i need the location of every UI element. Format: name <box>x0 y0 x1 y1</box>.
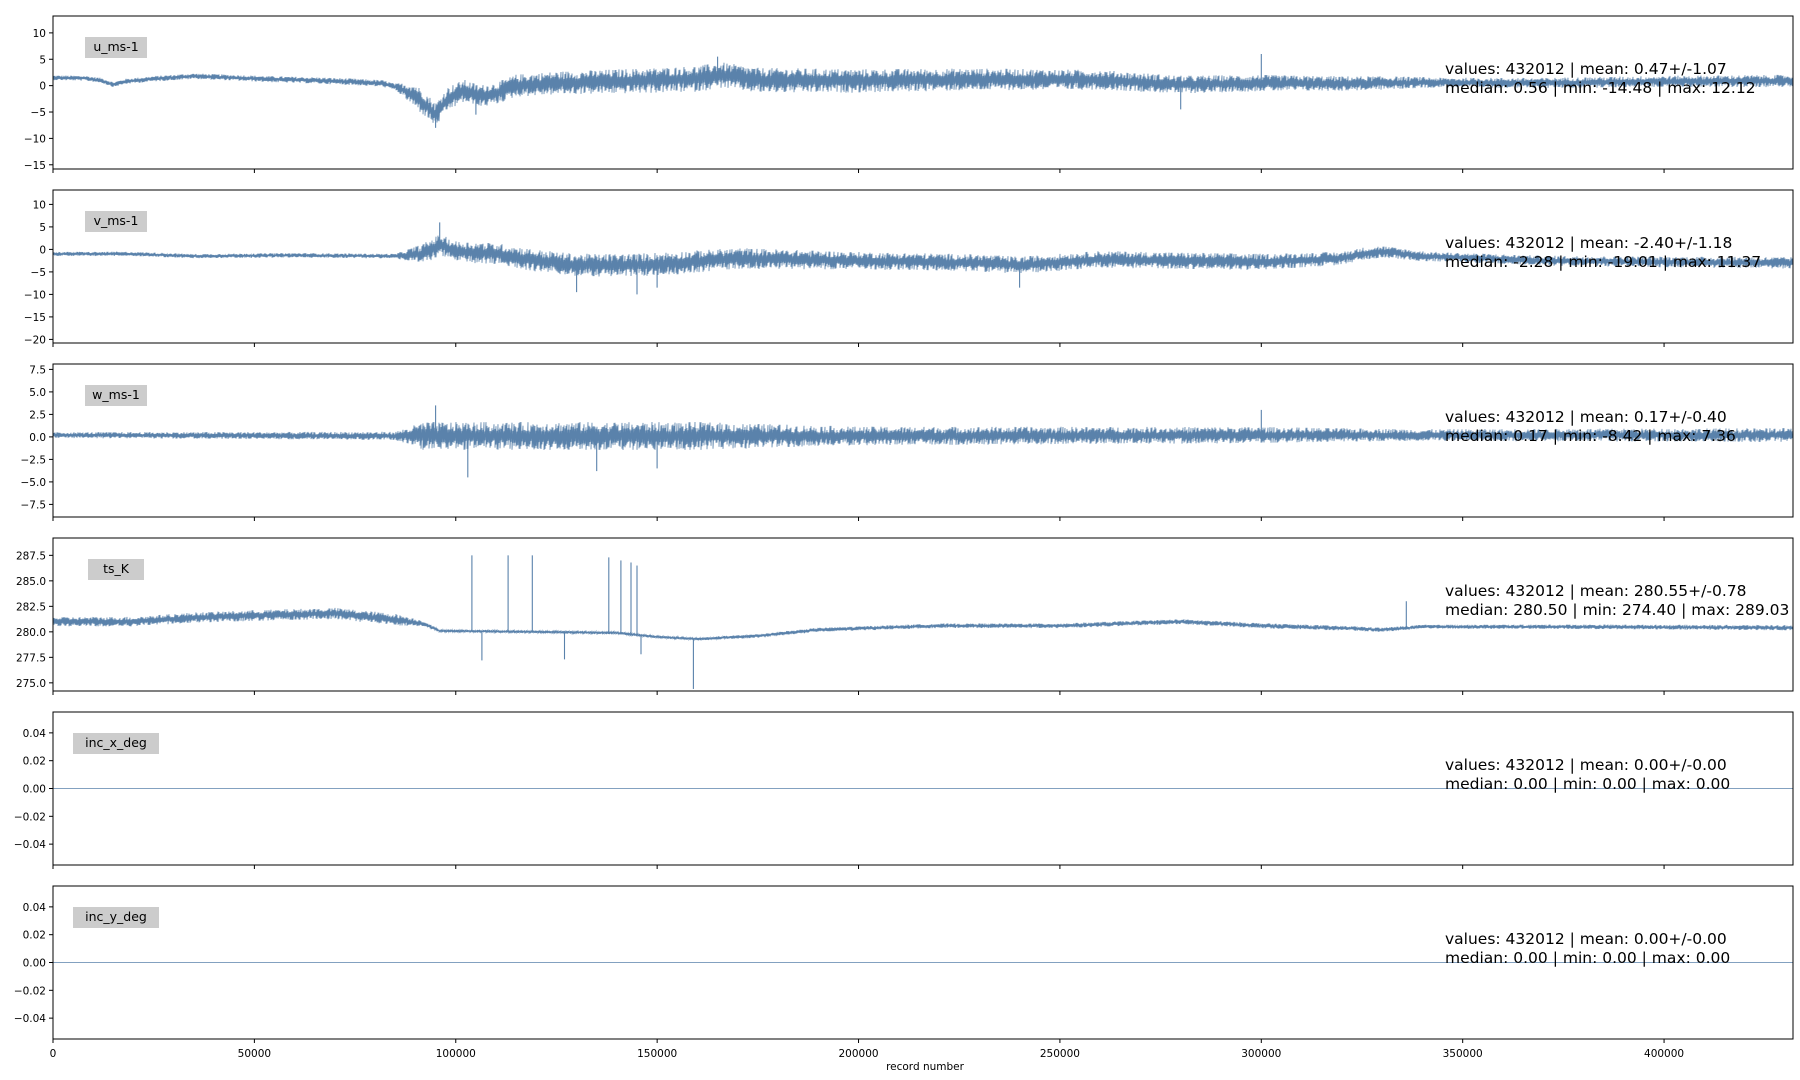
y-tick-label: 10 <box>33 28 46 40</box>
stats-line-2: median: 0.17 | min: -8.42 | max: 7.36 <box>1445 427 1736 445</box>
y-tick-label: −15 <box>24 160 46 172</box>
y-tick-label: 277.5 <box>16 652 46 664</box>
series-line <box>53 235 1793 277</box>
stats-line-2: median: 0.00 | min: 0.00 | max: 0.00 <box>1445 949 1730 967</box>
series-line <box>53 421 1793 451</box>
y-tick-label: 0.04 <box>23 728 47 740</box>
series-line <box>53 607 1793 642</box>
panel-frame <box>52 363 1794 518</box>
stats-line-2: median: -2.28 | min: -19.01 | max: 11.37 <box>1445 253 1761 271</box>
x-tick-label: 200000 <box>838 1048 878 1060</box>
x-tick-label: 150000 <box>637 1048 677 1060</box>
series-line <box>53 62 1793 123</box>
panel-u-ms-1: 10 5 0 −5 −10 −15 u_ms-1 values: 432012 | mean:… <box>24 15 1794 173</box>
panel-name-box <box>88 559 144 580</box>
y-tick-label: −5 <box>31 267 46 279</box>
panel-name-box <box>73 907 159 928</box>
y-tick-label: 280.0 <box>16 627 46 639</box>
x-tick-label: 300000 <box>1241 1048 1281 1060</box>
x-axis: 0 50000 100000 150000 200000 250000 300000 3500… <box>50 1048 1684 1060</box>
y-tick-label: −0.04 <box>14 1013 46 1025</box>
stats-line-1: values: 432012 | mean: 0.17+/-0.40 <box>1445 408 1727 426</box>
y-tick-label: −20 <box>24 334 46 346</box>
stats-line-2: median: 280.50 | min: 274.40 | max: 289.… <box>1445 601 1789 619</box>
panel-name-text: inc_y_deg <box>85 909 147 924</box>
stats-line-1: values: 432012 | mean: 280.55+/-0.78 <box>1445 582 1746 600</box>
panel-frame <box>52 189 1794 344</box>
stats-line-1: values: 432012 | mean: -2.40+/-1.18 <box>1445 234 1732 252</box>
y-tick-label: −10 <box>24 289 46 301</box>
y-tick-label: 275.0 <box>16 678 46 690</box>
panel-name-label: inc_y_deg <box>73 907 159 928</box>
panel-name-label: ts_K <box>88 559 144 580</box>
y-tick-label: −0.02 <box>14 985 46 997</box>
panel-name-text: w_ms-1 <box>92 387 140 402</box>
panel-frame <box>52 537 1794 692</box>
y-tick-label: 5.0 <box>29 387 46 399</box>
stats-line-2: median: 0.00 | min: 0.00 | max: 0.00 <box>1445 775 1730 793</box>
y-tick-label: 0.00 <box>23 784 46 796</box>
y-tick-label: 0 <box>39 81 46 93</box>
panel-inc-y-deg: 0.04 0.02 0.00 −0.02 −0.04 inc_y_deg values: 4… <box>14 885 1794 1043</box>
panel-name-label: u_ms-1 <box>85 37 147 58</box>
y-tick-label: 0 <box>39 244 46 256</box>
panels: 10 5 0 −5 −10 −15 u_ms-1 values: 432012 | mean:… <box>14 15 1794 1043</box>
panel-v-ms-1: 10 5 0 −5 −10 −15 −20 v_ms-1 values: 432012 | me… <box>24 189 1794 347</box>
stats-line-1: values: 432012 | mean: 0.47+/-1.07 <box>1445 60 1727 78</box>
panel-name-text: ts_K <box>103 561 130 576</box>
x-tick-label: 250000 <box>1040 1048 1080 1060</box>
x-tick-label: 0 <box>50 1048 57 1060</box>
y-tick-label: 0.00 <box>23 958 46 970</box>
y-tick-label: 2.5 <box>29 409 46 421</box>
panel-ts-k: 287.5 285.0 282.5 280.0 277.5 275.0 ts_Kvalues… <box>16 537 1794 695</box>
panel-name-label: inc_x_deg <box>73 733 159 754</box>
x-tick-label: 400000 <box>1644 1048 1684 1060</box>
y-tick-label: 5 <box>39 54 46 66</box>
y-tick-label: 287.5 <box>16 550 46 562</box>
y-tick-label: −7.5 <box>21 499 47 511</box>
panel-name-text: u_ms-1 <box>93 39 138 54</box>
y-tick-label: −5.0 <box>21 477 47 489</box>
x-tick-label: 100000 <box>436 1048 476 1060</box>
y-tick-label: 0.04 <box>23 902 47 914</box>
panel-name-label: v_ms-1 <box>85 211 147 232</box>
y-tick-label: −5 <box>31 107 46 119</box>
y-tick-label: 285.0 <box>16 576 46 588</box>
panel-name-box <box>73 733 159 754</box>
panel-name-text: inc_x_deg <box>85 735 147 750</box>
y-tick-label: 5 <box>39 222 46 234</box>
panel-name-box <box>85 37 147 58</box>
y-tick-label: 0.0 <box>29 432 46 444</box>
y-tick-label: 10 <box>33 199 46 211</box>
panel-frame <box>52 15 1794 170</box>
y-tick-label: −2.5 <box>21 454 47 466</box>
y-tick-label: 7.5 <box>29 364 46 376</box>
panel-inc-x-deg: 0.04 0.02 0.00 −0.02 −0.04 inc_x_deg values: 4… <box>14 711 1794 869</box>
x-tick-label: 350000 <box>1443 1048 1483 1060</box>
panel-w-ms-1: 7.5 5.0 2.5 0.0 −2.5 −5.0 −7.5 w_ms-1 values: 43… <box>21 363 1794 521</box>
stats-line-1: values: 432012 | mean: 0.00+/-0.00 <box>1445 930 1727 948</box>
panel-name-box <box>85 385 147 406</box>
panel-name-text: v_ms-1 <box>94 213 139 228</box>
y-tick-label: −0.04 <box>14 839 46 851</box>
panel-name-label: w_ms-1 <box>85 385 147 406</box>
stats-line-1: values: 432012 | mean: 0.00+/-0.00 <box>1445 756 1727 774</box>
y-tick-label: 0.02 <box>23 756 46 768</box>
panel-name-box <box>85 211 147 232</box>
y-tick-label: −0.02 <box>14 811 46 823</box>
x-axis-label: record number <box>886 1061 965 1073</box>
stats-line-2: median: 0.56 | min: -14.48 | max: 12.12 <box>1445 79 1756 97</box>
y-tick-label: −15 <box>24 312 46 324</box>
y-tick-label: 0.02 <box>23 930 46 942</box>
y-tick-label: 282.5 <box>16 601 46 613</box>
y-tick-label: −10 <box>24 133 46 145</box>
x-tick-label: 50000 <box>238 1048 271 1060</box>
